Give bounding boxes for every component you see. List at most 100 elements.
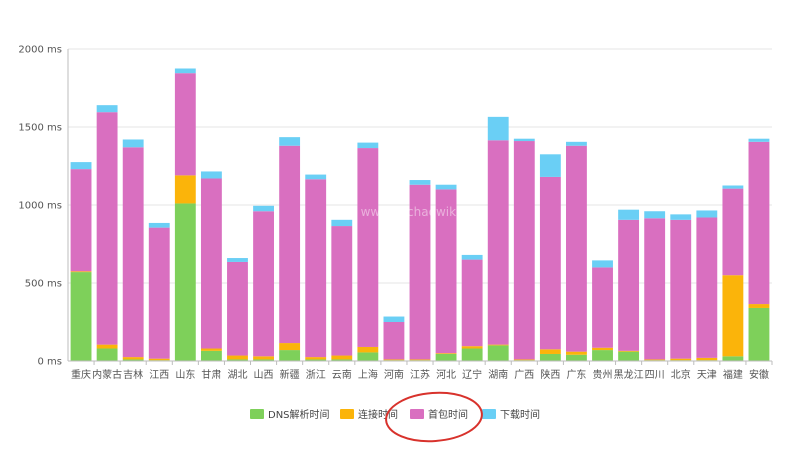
bar-segment	[435, 353, 457, 354]
bar-segment	[435, 184, 457, 190]
legend-swatch	[340, 409, 354, 419]
legend-swatch	[410, 409, 424, 419]
bar-segment	[513, 141, 535, 360]
bar-segment	[70, 169, 92, 272]
bar-segment	[748, 138, 770, 142]
bar-segment	[331, 226, 353, 356]
bar-segment	[435, 189, 457, 354]
bar-segment	[696, 357, 718, 361]
bar-segment	[200, 348, 222, 351]
x-tick-label: 上海	[358, 368, 378, 381]
bar-segment	[461, 259, 483, 347]
bar-segment	[253, 359, 274, 361]
bar-segment	[70, 162, 92, 170]
bar-segment	[618, 209, 640, 220]
x-tick-label: 辽宁	[462, 368, 482, 381]
x-tick-label: 陕西	[540, 368, 560, 381]
bar-segment	[748, 304, 770, 308]
bar-segment	[696, 217, 718, 358]
bar-segment	[539, 353, 561, 361]
bar-segment	[748, 141, 770, 305]
bar-segment	[96, 344, 118, 349]
bar-segment	[357, 346, 379, 353]
bar-segment	[670, 358, 692, 361]
bar-segment	[644, 211, 666, 219]
bar-segment	[592, 350, 613, 361]
bar-segment	[227, 261, 248, 356]
x-tick-label: 山西	[254, 369, 274, 381]
bar-segment	[174, 203, 196, 361]
bar-segment	[461, 254, 483, 260]
bar-segment	[722, 356, 744, 361]
bar-segment	[148, 358, 170, 361]
x-tick-label: 北京	[671, 368, 691, 381]
bar-segment	[279, 343, 301, 351]
bar-segment	[305, 174, 327, 180]
x-tick-label: 河北	[436, 369, 456, 381]
x-tick-label: 天津	[697, 369, 717, 381]
legend-label: DNS解析时间	[268, 408, 330, 421]
watermark-text: www.liuchaowiki	[361, 205, 460, 219]
bar-segment	[487, 140, 509, 345]
bar-segment	[174, 175, 196, 204]
y-tick-label: 0 ms	[38, 357, 63, 368]
bar-segment	[279, 145, 301, 344]
bar-segment	[566, 351, 587, 355]
bar-segment	[148, 227, 170, 359]
bar-segment	[461, 348, 483, 361]
bar-segment	[174, 73, 196, 176]
bar-segment	[305, 357, 327, 360]
bar-segment	[670, 219, 692, 359]
bar-segment	[70, 272, 92, 361]
x-tick-label: 湖南	[488, 368, 508, 381]
bar-segment	[200, 171, 222, 179]
legend-label: 首包时间	[428, 408, 468, 421]
legend-swatch	[250, 409, 264, 419]
legend-label: 下载时间	[500, 408, 540, 421]
x-tick-label: 河南	[384, 368, 404, 381]
y-tick-label: 2000 ms	[18, 45, 62, 56]
bar-segment	[670, 214, 692, 220]
bar-segment	[487, 116, 509, 141]
x-tick-label: 吉林	[123, 368, 143, 381]
bar-segment	[644, 359, 666, 361]
bar-segment	[174, 68, 196, 74]
bar-segment	[566, 141, 587, 146]
bar-segment	[383, 359, 405, 361]
bar-segment	[513, 138, 535, 142]
bar-segment	[70, 271, 92, 273]
bar-segment	[592, 260, 613, 268]
bar-segment	[200, 350, 222, 361]
x-tick-label: 湖北	[227, 369, 247, 381]
x-tick-label: 江西	[149, 369, 169, 381]
bar-segment	[592, 267, 613, 348]
bar-segment	[722, 275, 744, 357]
x-tick-label: 广西	[514, 369, 534, 381]
bar-segment	[227, 258, 248, 262]
bar-segment	[748, 307, 770, 361]
bar-segment	[253, 356, 274, 360]
bar-segment	[618, 350, 640, 352]
bar-segment	[461, 346, 483, 349]
legend: DNS解析时间 连接时间 首包时间 下载时间	[250, 408, 540, 421]
bar-segment	[487, 344, 509, 346]
bar-segment	[696, 210, 718, 218]
legend-swatch	[482, 409, 496, 419]
bar-segment	[383, 322, 405, 360]
y-tick-label: 500 ms	[25, 279, 62, 290]
bar-segment	[357, 148, 379, 347]
bar-segment	[618, 351, 640, 361]
bar-segment	[644, 218, 666, 360]
bar-segment	[227, 355, 248, 360]
bar-segment	[722, 188, 744, 276]
bar-segment	[96, 112, 118, 345]
annotation-circle	[385, 391, 483, 443]
bar-segment	[409, 180, 431, 185]
bar-segment	[566, 354, 587, 361]
bar-segment	[148, 222, 170, 228]
bar-segment	[253, 205, 274, 212]
bar-segment	[305, 179, 327, 358]
bar-segment	[357, 352, 379, 361]
x-tick-label: 云南	[332, 368, 352, 381]
